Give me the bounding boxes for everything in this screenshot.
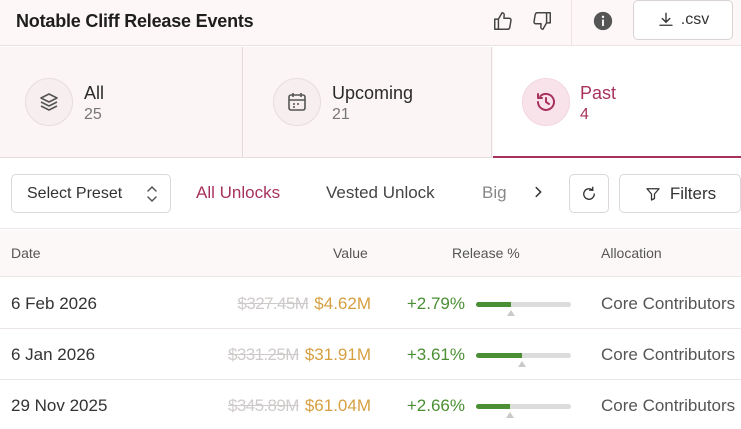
select-preset-dropdown[interactable]: Select Preset bbox=[11, 174, 171, 213]
tab-all[interactable]: All 25 bbox=[0, 47, 243, 157]
csv-label: .csv bbox=[680, 11, 710, 28]
tab-upcoming-icon-wrap bbox=[273, 78, 321, 126]
thumbs-up-icon bbox=[494, 12, 512, 30]
table-row[interactable]: 29 Nov 2025 $345.89M $61.04M +2.66% Core … bbox=[0, 380, 741, 429]
row-value: $331.25M $31.91M bbox=[228, 345, 371, 365]
filter-tab-vested-unlock[interactable]: Vested Unlock bbox=[326, 183, 435, 202]
row-release-pct: +3.61% bbox=[406, 345, 465, 364]
thumbs-down-button[interactable] bbox=[525, 6, 559, 36]
row-old-value: $327.45M bbox=[237, 294, 309, 313]
event-tabs: All 25 Upcoming 21 Past 4 bbox=[0, 47, 741, 158]
chevron-right-icon bbox=[535, 186, 542, 198]
release-marker bbox=[517, 361, 526, 367]
row-old-value: $331.25M bbox=[228, 345, 299, 364]
tab-upcoming-count: 21 bbox=[332, 106, 350, 123]
tab-past[interactable]: Past 4 bbox=[493, 47, 741, 158]
tab-past-icon-wrap bbox=[522, 78, 570, 126]
row-value: $327.45M $4.62M bbox=[237, 294, 371, 314]
tab-past-label: Past bbox=[580, 83, 617, 103]
tab-all-count: 25 bbox=[84, 106, 102, 123]
release-bar-fill bbox=[476, 302, 512, 307]
refresh-button[interactable] bbox=[569, 174, 609, 213]
history-icon bbox=[537, 92, 555, 111]
column-value[interactable]: Value bbox=[333, 245, 368, 261]
page-title: Notable Cliff Release Events bbox=[16, 11, 254, 31]
calendar-icon bbox=[288, 93, 306, 111]
info-button[interactable] bbox=[586, 6, 620, 36]
release-marker bbox=[507, 310, 516, 316]
row-new-value: $4.62M bbox=[314, 294, 371, 313]
info-icon bbox=[593, 11, 613, 31]
row-release-pct: +2.66% bbox=[406, 396, 465, 415]
column-allocation[interactable]: Allocation bbox=[601, 245, 662, 261]
thumbs-down-icon bbox=[533, 12, 551, 30]
row-date: 6 Feb 2026 bbox=[11, 294, 98, 313]
release-bar bbox=[476, 302, 571, 316]
header-bar: Notable Cliff Release Events .csv bbox=[0, 0, 741, 46]
row-date: 29 Nov 2025 bbox=[11, 396, 108, 415]
sort-arrows-icon bbox=[147, 185, 157, 203]
row-allocation: Core Contributors bbox=[601, 294, 736, 313]
row-new-value: $61.04M bbox=[304, 396, 371, 415]
download-csv-button[interactable]: .csv bbox=[633, 0, 733, 40]
release-bar-fill bbox=[476, 404, 510, 409]
tab-all-label: All bbox=[84, 83, 105, 103]
column-date[interactable]: Date bbox=[11, 245, 41, 261]
column-release-pct[interactable]: Release % bbox=[452, 245, 520, 261]
tab-all-icon-wrap bbox=[25, 78, 73, 126]
tab-upcoming-label: Upcoming bbox=[332, 83, 414, 103]
table-row[interactable]: 6 Feb 2026 $327.45M $4.62M +2.79% Core Co… bbox=[0, 278, 741, 329]
row-release-pct: +2.79% bbox=[406, 294, 465, 313]
row-allocation: Core Contributors bbox=[601, 345, 736, 364]
release-bar bbox=[476, 353, 571, 367]
row-value: $345.89M $61.04M bbox=[228, 396, 371, 416]
filter-toolbar: Select Preset All Unlocks Vested Unlock … bbox=[0, 159, 741, 229]
refresh-icon bbox=[583, 186, 595, 200]
filters-button[interactable]: Filters bbox=[619, 174, 741, 213]
release-marker bbox=[505, 412, 514, 418]
scroll-right-button[interactable] bbox=[527, 181, 549, 203]
tab-past-count: 4 bbox=[580, 106, 589, 123]
release-bar bbox=[476, 404, 571, 418]
layers-icon bbox=[40, 93, 58, 111]
funnel-icon bbox=[646, 187, 660, 201]
release-bar-fill bbox=[476, 353, 522, 358]
row-date: 6 Jan 2026 bbox=[11, 345, 96, 364]
row-allocation: Core Contributors bbox=[601, 396, 736, 415]
thumbs-up-button[interactable] bbox=[486, 6, 520, 36]
filters-label: Filters bbox=[669, 183, 717, 203]
table-header: Date Value Release % Allocation bbox=[0, 230, 741, 277]
preset-label: Select Preset bbox=[27, 185, 123, 202]
table-row[interactable]: 6 Jan 2026 $331.25M $31.91M +3.61% Core C… bbox=[0, 329, 741, 380]
tab-upcoming[interactable]: Upcoming 21 bbox=[244, 47, 492, 157]
filter-tab-big[interactable]: Big bbox=[482, 183, 507, 202]
download-icon bbox=[659, 12, 673, 26]
row-old-value: $345.89M bbox=[228, 396, 299, 415]
filter-tab-all-unlocks[interactable]: All Unlocks bbox=[196, 183, 281, 202]
header-divider bbox=[571, 0, 572, 46]
row-new-value: $31.91M bbox=[304, 345, 371, 364]
